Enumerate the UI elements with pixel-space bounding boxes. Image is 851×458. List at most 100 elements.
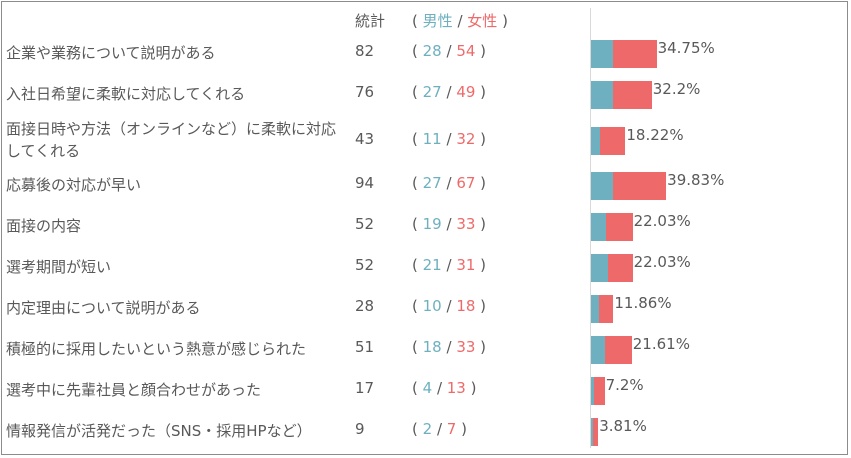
breakdown-close-paren: ) <box>475 338 487 356</box>
gender-breakdown: ( 10 / 18 ) <box>412 297 486 315</box>
percent-label: 34.75% <box>657 39 715 57</box>
header-male-label: 男性 <box>422 12 453 30</box>
breakdown-slash: / <box>432 379 447 397</box>
gender-breakdown: ( 27 / 67 ) <box>412 174 486 192</box>
category-label: 内定理由について説明がある <box>6 299 201 317</box>
percent-label: 7.2% <box>605 376 644 394</box>
total-value: 52 <box>355 215 375 233</box>
chart-axis-line <box>590 8 591 448</box>
percent-label: 3.81% <box>599 417 647 435</box>
bar-male-segment <box>591 213 607 241</box>
female-count: 7 <box>446 420 457 438</box>
breakdown-open-paren: ( <box>412 83 423 101</box>
breakdown-slash: / <box>441 256 457 274</box>
breakdown-close-paren: ) <box>475 215 487 233</box>
breakdown-open-paren: ( <box>412 174 423 192</box>
male-count: 27 <box>422 83 442 101</box>
gender-breakdown: ( 4 / 13 ) <box>412 379 476 397</box>
gender-breakdown: ( 18 / 33 ) <box>412 338 486 356</box>
bar-male-segment <box>591 295 599 323</box>
female-count: 49 <box>456 83 476 101</box>
female-count: 54 <box>456 42 476 60</box>
breakdown-open-paren: ( <box>412 420 423 438</box>
bar-male-segment <box>591 40 614 68</box>
male-count: 18 <box>422 338 442 356</box>
category-label: 積極的に採用したいという熱意が感じられた <box>6 340 307 358</box>
bar-female-segment <box>592 418 599 446</box>
percent-label: 22.03% <box>633 212 691 230</box>
bar-female-segment <box>594 377 605 405</box>
gender-breakdown: ( 28 / 54 ) <box>412 42 486 60</box>
gender-breakdown: ( 11 / 32 ) <box>412 130 486 148</box>
male-count: 10 <box>422 297 442 315</box>
total-value: 28 <box>355 297 375 315</box>
breakdown-open-paren: ( <box>412 256 423 274</box>
gender-breakdown: ( 2 / 7 ) <box>412 420 467 438</box>
breakdown-slash: / <box>441 83 457 101</box>
bar-male-segment <box>591 377 595 405</box>
bar-female-segment <box>606 213 633 241</box>
category-label: 選考中に先輩社員と顔合わせがあった <box>6 381 262 399</box>
breakdown-close-paren: ) <box>475 130 487 148</box>
total-value: 17 <box>355 379 375 397</box>
breakdown-slash: / <box>441 338 457 356</box>
header-slash: / <box>457 12 463 30</box>
bar-female-segment <box>598 295 614 323</box>
bar-male-segment <box>591 418 593 446</box>
bar-female-segment <box>612 81 652 109</box>
male-count: 19 <box>422 215 442 233</box>
header-gender: ( 男性 / 女性 ) <box>412 10 508 31</box>
total-value: 76 <box>355 83 375 101</box>
bar-female-segment <box>613 40 657 68</box>
breakdown-open-paren: ( <box>412 42 423 60</box>
header-close-paren: ) <box>502 12 508 30</box>
total-value: 43 <box>355 130 375 148</box>
male-count: 2 <box>422 420 433 438</box>
breakdown-slash: / <box>441 42 457 60</box>
percent-label: 11.86% <box>614 294 672 312</box>
header-female-label: 女性 <box>467 12 498 30</box>
percent-label: 22.03% <box>633 253 691 271</box>
gender-breakdown: ( 19 / 33 ) <box>412 215 486 233</box>
percent-label: 18.22% <box>626 126 684 144</box>
female-count: 33 <box>456 338 476 356</box>
category-label: 入社日希望に柔軟に対応してくれる <box>6 85 246 103</box>
breakdown-close-paren: ) <box>475 83 487 101</box>
breakdown-close-paren: ) <box>475 174 487 192</box>
category-label: 選考期間が短い <box>6 258 112 276</box>
category-label: 応募後の対応が早い <box>6 176 142 194</box>
bar-male-segment <box>591 336 606 364</box>
total-value: 94 <box>355 174 375 192</box>
breakdown-slash: / <box>441 215 457 233</box>
breakdown-open-paren: ( <box>412 215 423 233</box>
gender-breakdown: ( 21 / 31 ) <box>412 256 486 274</box>
category-label: 企業や業務について説明がある <box>6 44 216 62</box>
percent-label: 32.2% <box>652 80 701 98</box>
percent-label: 21.61% <box>632 335 690 353</box>
female-count: 13 <box>446 379 466 397</box>
bar-female-segment <box>605 336 632 364</box>
female-count: 67 <box>456 174 476 192</box>
breakdown-close-paren: ) <box>475 42 487 60</box>
female-count: 32 <box>456 130 476 148</box>
breakdown-slash: / <box>441 174 457 192</box>
percent-label: 39.83% <box>667 171 725 189</box>
header-open-paren: ( <box>412 12 418 30</box>
bar-female-segment <box>599 127 626 155</box>
category-label: 情報発信が活発だった（SNS・採用HPなど） <box>6 422 312 440</box>
breakdown-close-paren: ) <box>475 297 487 315</box>
breakdown-close-paren: ) <box>465 379 477 397</box>
male-count: 4 <box>422 379 433 397</box>
gender-breakdown: ( 27 / 49 ) <box>412 83 486 101</box>
total-value: 9 <box>355 420 365 438</box>
breakdown-open-paren: ( <box>412 297 423 315</box>
bar-female-segment <box>612 172 667 200</box>
male-count: 27 <box>422 174 442 192</box>
bar-male-segment <box>591 127 600 155</box>
male-count: 21 <box>422 256 442 274</box>
total-value: 82 <box>355 42 375 60</box>
total-value: 52 <box>355 256 375 274</box>
breakdown-close-paren: ) <box>475 256 487 274</box>
breakdown-open-paren: ( <box>412 379 423 397</box>
